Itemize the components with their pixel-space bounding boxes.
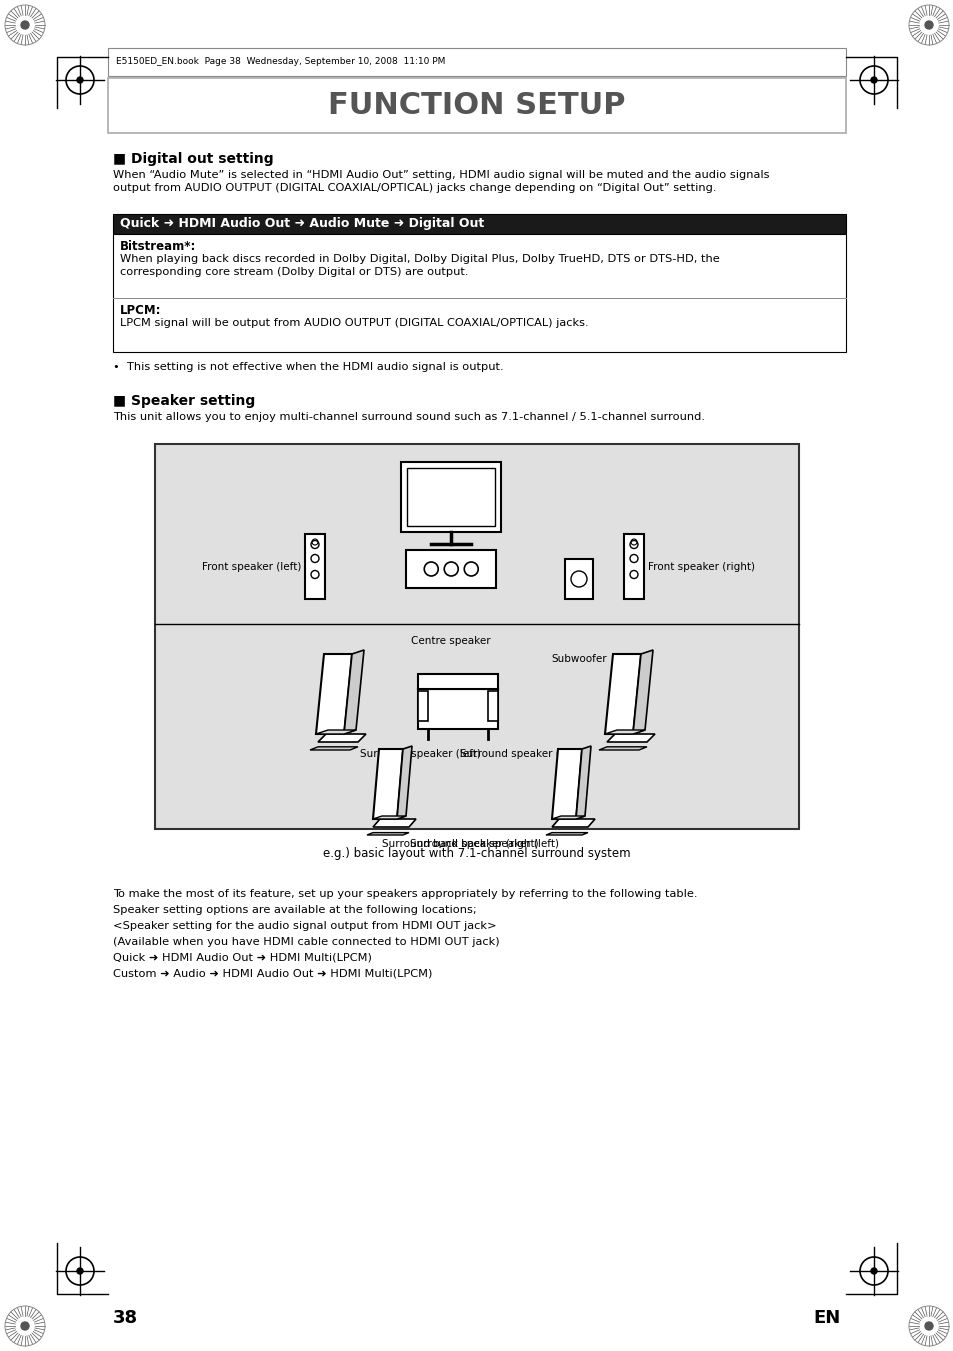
Polygon shape xyxy=(315,730,355,734)
Text: Surround speaker (right): Surround speaker (right) xyxy=(460,748,588,759)
Polygon shape xyxy=(606,734,655,742)
Bar xyxy=(417,689,497,730)
Text: To make the most of its feature, set up your speakers appropriately by referring: To make the most of its feature, set up … xyxy=(112,889,697,898)
Circle shape xyxy=(77,1269,83,1274)
Text: Front speaker (right): Front speaker (right) xyxy=(647,562,754,571)
Polygon shape xyxy=(367,832,409,835)
Text: <Speaker setting for the audio signal output from HDMI OUT jack>: <Speaker setting for the audio signal ou… xyxy=(112,921,497,931)
Bar xyxy=(108,49,845,76)
Text: e.g.) basic layout with 7.1-channel surround system: e.g.) basic layout with 7.1-channel surr… xyxy=(323,847,630,861)
Text: FUNCTION SETUP: FUNCTION SETUP xyxy=(328,91,625,120)
Text: Surround back speaker (right): Surround back speaker (right) xyxy=(382,839,538,848)
Text: Surround back speaker (left): Surround back speaker (left) xyxy=(410,839,558,848)
Text: When “Audio Mute” is selected in “HDMI Audio Out” setting, HDMI audio signal wil: When “Audio Mute” is selected in “HDMI A… xyxy=(112,170,769,193)
Text: Front speaker (left): Front speaker (left) xyxy=(201,562,301,571)
Text: 38: 38 xyxy=(112,1309,138,1327)
Bar xyxy=(623,534,643,598)
Bar xyxy=(417,674,497,689)
Bar xyxy=(305,534,325,598)
Circle shape xyxy=(924,1323,932,1329)
Text: When playing back discs recorded in Dolby Digital, Dolby Digital Plus, Dolby Tru: When playing back discs recorded in Dolb… xyxy=(120,254,719,277)
Bar xyxy=(564,559,593,598)
Polygon shape xyxy=(344,650,364,734)
Text: Quick ➜ HDMI Audio Out ➜ Audio Mute ➜ Digital Out: Quick ➜ HDMI Audio Out ➜ Audio Mute ➜ Di… xyxy=(120,218,484,231)
Polygon shape xyxy=(545,832,587,835)
Text: (Available when you have HDMI cable connected to HDMI OUT jack): (Available when you have HDMI cable conn… xyxy=(112,938,499,947)
Bar xyxy=(112,234,845,353)
Bar xyxy=(401,462,500,532)
Text: EN: EN xyxy=(813,1309,841,1327)
Text: E5150ED_EN.book  Page 38  Wednesday, September 10, 2008  11:10 PM: E5150ED_EN.book Page 38 Wednesday, Septe… xyxy=(116,58,445,66)
Polygon shape xyxy=(373,816,406,819)
Polygon shape xyxy=(373,819,416,827)
Bar xyxy=(407,467,495,526)
Polygon shape xyxy=(552,816,584,819)
Polygon shape xyxy=(576,746,590,819)
Bar xyxy=(154,444,799,830)
Polygon shape xyxy=(604,654,640,734)
Bar xyxy=(417,690,427,721)
Text: Subwoofer: Subwoofer xyxy=(551,654,606,663)
Text: Bitstream*:: Bitstream*: xyxy=(120,240,196,253)
Polygon shape xyxy=(552,819,595,827)
Polygon shape xyxy=(310,747,357,750)
Circle shape xyxy=(870,77,876,82)
Circle shape xyxy=(924,22,932,28)
Polygon shape xyxy=(552,748,581,819)
Text: Quick ➜ HDMI Audio Out ➜ HDMI Multi(LPCM): Quick ➜ HDMI Audio Out ➜ HDMI Multi(LPCM… xyxy=(112,952,372,963)
Circle shape xyxy=(870,1269,876,1274)
Bar xyxy=(108,78,845,132)
Polygon shape xyxy=(396,746,412,819)
Text: •  This setting is not effective when the HDMI audio signal is output.: • This setting is not effective when the… xyxy=(112,362,503,372)
Polygon shape xyxy=(373,748,402,819)
Text: ■ Speaker setting: ■ Speaker setting xyxy=(112,394,255,408)
Circle shape xyxy=(77,77,83,82)
Text: Centre speaker: Centre speaker xyxy=(411,636,491,646)
Text: Speaker setting options are available at the following locations;: Speaker setting options are available at… xyxy=(112,905,476,915)
Circle shape xyxy=(21,1323,29,1329)
Bar xyxy=(406,550,496,588)
Polygon shape xyxy=(317,734,366,742)
Polygon shape xyxy=(598,747,646,750)
Polygon shape xyxy=(315,654,352,734)
Text: Surround speaker (left): Surround speaker (left) xyxy=(359,748,480,759)
Polygon shape xyxy=(633,650,652,734)
Text: LPCM:: LPCM: xyxy=(120,304,161,317)
Text: LPCM signal will be output from AUDIO OUTPUT (DIGITAL COAXIAL/OPTICAL) jacks.: LPCM signal will be output from AUDIO OU… xyxy=(120,317,588,328)
Text: Custom ➜ Audio ➜ HDMI Audio Out ➜ HDMI Multi(LPCM): Custom ➜ Audio ➜ HDMI Audio Out ➜ HDMI M… xyxy=(112,969,432,979)
Polygon shape xyxy=(604,730,644,734)
Text: This unit allows you to enjoy multi-channel surround sound such as 7.1-channel /: This unit allows you to enjoy multi-chan… xyxy=(112,412,704,422)
Bar xyxy=(487,690,497,721)
Circle shape xyxy=(21,22,29,28)
Text: ■ Digital out setting: ■ Digital out setting xyxy=(112,153,274,166)
Bar xyxy=(112,213,845,234)
